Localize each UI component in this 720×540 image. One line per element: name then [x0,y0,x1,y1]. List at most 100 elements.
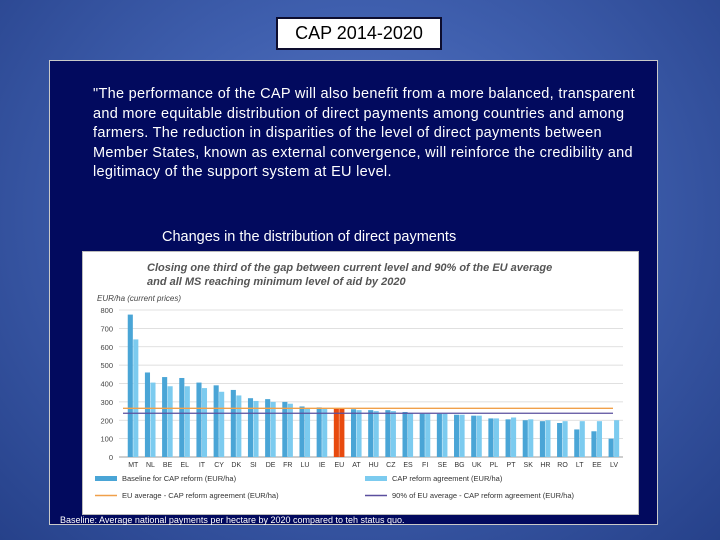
x-tick-label: CZ [386,462,396,469]
x-tick-label: AT [352,462,361,469]
x-tick-label: PL [490,462,499,469]
bar-EU-s0 [333,408,339,457]
chart-heading: Changes in the distribution of direct pa… [162,229,457,245]
bar-DK-s0 [230,389,236,457]
x-tick-label: EL [180,462,189,469]
bar-PL-s0 [488,418,494,457]
bar-FR-s0 [282,401,288,457]
bar-SI-s1 [253,400,259,457]
x-tick-label: CY [214,462,224,469]
bar-CY-s1 [219,391,225,457]
bar-HR-s1 [545,420,551,457]
bar-chart: Closing one third of the gap between cur… [95,262,623,500]
bar-NL-s0 [144,372,151,457]
bar-DE-s1 [270,401,276,457]
y-tick-label: 700 [100,324,113,333]
bar-IE-s0 [316,407,322,457]
y-axis-label: EUR/ha (current prices) [97,294,181,303]
bar-NL-s1 [150,382,156,457]
y-tick-label: 500 [100,361,113,370]
bar-CZ-s0 [385,410,391,457]
bar-RO-s0 [557,423,563,457]
chart-image: Closing one third of the gap between cur… [82,251,639,515]
x-tick-label: IE [319,462,326,469]
bar-UK-s0 [471,415,477,457]
x-tick-label: NL [146,462,155,469]
bar-BG-s0 [454,414,460,457]
x-tick-label: FR [283,462,292,469]
x-tick-label: FI [422,462,428,469]
x-tick-label: UK [472,462,482,469]
bar-IT-s1 [201,388,208,457]
y-tick-label: 100 [100,435,113,444]
x-tick-label: LV [610,462,618,469]
x-tick-label: SK [524,462,534,469]
bar-LU-s0 [299,406,305,457]
y-tick-label: 800 [100,306,113,315]
bar-SK-s1 [528,419,534,457]
bar-HU-s1 [373,411,379,457]
bar-BG-s1 [459,414,465,457]
y-tick-label: 200 [100,416,113,425]
y-tick-label: 600 [100,343,113,352]
y-tick-label: 400 [100,380,113,389]
bar-IT-s0 [196,382,202,457]
bar-LU-s1 [304,408,311,457]
chart-title: Closing one third of the gap between cur… [147,262,552,274]
chart-subtitle: and all MS reaching minimum level of aid… [147,276,406,288]
x-tick-label: HU [369,462,379,469]
bar-BE-s0 [162,377,168,457]
content-panel: "The performance of the CAP will also be… [49,60,658,525]
x-tick-label: DE [266,462,276,469]
bar-LV-s0 [608,438,614,457]
x-tick-label: LU [300,462,309,469]
x-tick-label: RO [557,462,568,469]
bar-ES-s1 [408,412,414,457]
bar-HU-s0 [368,410,374,457]
footnote: Baseline: Average national payments per … [60,515,405,525]
bar-HR-s0 [539,421,545,457]
legend-label: 90% of EU average - CAP reform agreement… [392,491,575,500]
legend-label: Baseline for CAP reform (EUR/ha) [122,474,237,483]
x-tick-label: PT [507,462,517,469]
bar-DE-s0 [265,399,271,457]
x-tick-label: BG [454,462,464,469]
bar-RO-s1 [562,421,568,457]
bar-EE-s1 [596,421,602,457]
x-tick-label: EU [334,462,344,469]
bar-IE-s1 [322,408,328,457]
slide-title: CAP 2014-2020 [276,17,442,50]
bar-EE-s0 [591,431,597,457]
bar-EL-s0 [179,377,185,457]
x-tick-label: IT [199,462,206,469]
legend-swatch [95,476,117,481]
x-tick-label: HR [540,462,550,469]
bar-ES-s0 [402,411,408,457]
y-tick-label: 0 [109,453,113,462]
bar-SE-s1 [442,413,448,457]
bar-FI-s1 [425,413,431,457]
bar-FR-s1 [287,403,293,457]
bar-PT-s0 [505,419,511,457]
legend-label: CAP reform agreement (EUR/ha) [392,474,503,483]
x-tick-label: BE [163,462,173,469]
bar-PL-s1 [493,418,499,457]
legend-label: EU average - CAP reform agreement (EUR/h… [122,491,279,500]
bar-LT-s0 [574,429,580,457]
bar-FI-s0 [419,413,425,457]
x-tick-label: DK [231,462,241,469]
bar-MT-s1 [133,339,139,457]
bar-UK-s1 [476,415,482,457]
bar-EU-s1 [339,408,345,457]
x-tick-label: SE [438,462,448,469]
x-tick-label: ES [403,462,413,469]
bar-SI-s0 [247,398,254,457]
bar-SE-s0 [436,413,442,457]
quote-text: "The performance of the CAP will also be… [93,86,635,181]
bar-SK-s0 [522,420,528,457]
bar-DK-s1 [236,395,242,457]
x-tick-label: LT [576,462,584,469]
y-tick-label: 300 [100,398,113,407]
bar-CY-s0 [213,385,219,457]
bar-AT-s0 [350,409,357,457]
